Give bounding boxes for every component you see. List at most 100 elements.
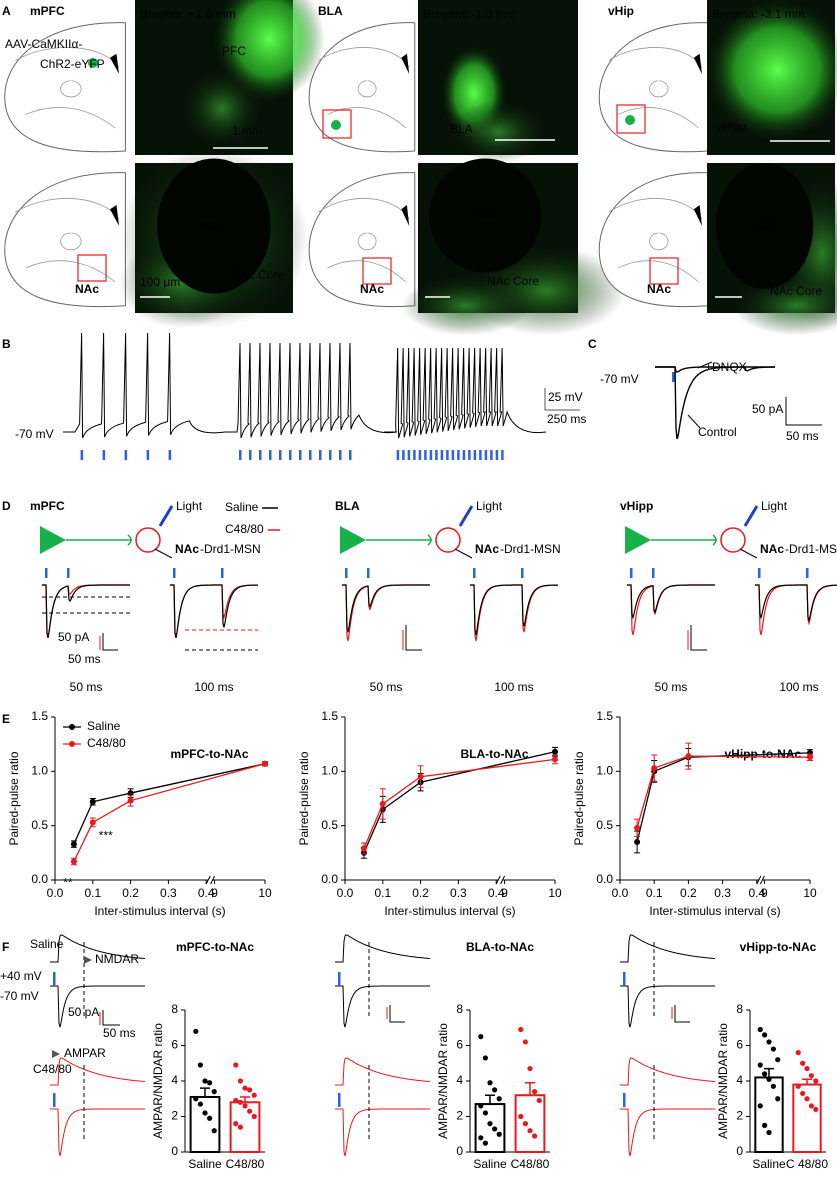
data-point	[807, 754, 813, 761]
series-line	[636, 755, 811, 829]
y-axis-title: AMPAR/NMDAR ratio	[436, 1023, 450, 1139]
data-point	[757, 1026, 763, 1033]
scale-label: 1 mm	[232, 124, 262, 138]
site-label: vHipp	[716, 120, 747, 134]
region-label: mPFC	[30, 4, 65, 18]
stimulus-mark	[173, 568, 176, 578]
y-tick-label: 8	[171, 1002, 178, 1016]
data-point	[770, 1083, 776, 1089]
data-point	[237, 1078, 243, 1084]
scale-bar	[690, 625, 707, 651]
data-point	[685, 753, 692, 760]
data-point	[766, 1129, 772, 1136]
x-tick-label: C48/80	[226, 1157, 265, 1171]
nucleus-label: NAc	[75, 282, 99, 296]
data-point	[233, 1062, 239, 1068]
stimulus-mark	[239, 450, 242, 460]
synapse	[427, 534, 432, 546]
ventricle	[693, 205, 702, 226]
data-point	[634, 838, 641, 845]
data-point	[237, 1124, 243, 1130]
atlas-outline	[4, 22, 126, 153]
region-label: vHipp	[620, 499, 653, 513]
data-point	[379, 800, 386, 807]
stimulus-mark	[473, 450, 477, 460]
y-axis-title: AMPAR/NMDAR ratio	[716, 1023, 730, 1139]
data-point	[804, 1096, 810, 1102]
x-tick-label: 9	[211, 886, 218, 900]
component-arrow	[52, 1050, 60, 1058]
x-tick-label: 9	[761, 886, 768, 900]
current-trace	[335, 985, 430, 1028]
scale-label: 25 mV	[548, 390, 583, 404]
x-tick-label: 0.2	[412, 886, 429, 900]
scale-label: 50 pA	[68, 1005, 99, 1019]
error-bar	[240, 1096, 250, 1103]
y-tick-label: 2	[171, 1109, 178, 1123]
atlas-outline	[4, 172, 126, 308]
data-point	[482, 1110, 488, 1116]
msn-cell	[720, 527, 746, 553]
cell-label: NAc	[760, 542, 784, 556]
fluorescence-signal	[732, 275, 837, 336]
data-point	[237, 1099, 243, 1105]
stimulus-mark	[309, 450, 312, 460]
data-point	[795, 1050, 801, 1056]
data-point	[478, 1034, 484, 1040]
data-point	[492, 1126, 498, 1132]
stimulus-mark	[413, 450, 416, 460]
region-label: vHip	[608, 4, 634, 18]
nucleus-label: NAc	[360, 282, 384, 296]
y-tick-label: 0	[456, 1144, 463, 1158]
series-line	[636, 752, 811, 843]
data-point	[242, 1103, 248, 1109]
y-tick-label: 4	[171, 1073, 178, 1087]
series-line	[73, 763, 266, 862]
current-trace	[335, 934, 431, 963]
region-label: BLA	[335, 499, 360, 513]
current-trace	[42, 584, 130, 639]
y-tick-label: 1.5	[596, 709, 613, 723]
x-tick-label: 0.4	[488, 886, 505, 900]
data-point	[634, 824, 641, 831]
x-tick-label: 10	[258, 886, 272, 900]
scale-bar	[102, 1010, 120, 1026]
stimulus-mark	[806, 568, 809, 578]
data-point	[651, 765, 658, 772]
data-point	[251, 1113, 257, 1120]
y-tick-label: 0.0	[321, 872, 338, 886]
x-tick-label: 0.1	[374, 886, 391, 900]
stimulus-mark	[501, 450, 504, 460]
x-tick-label: 10	[803, 886, 817, 900]
data-point	[487, 1080, 493, 1086]
virus-label: AAV-CaMKIIα-	[5, 37, 82, 51]
x-tick-label: 0.4	[198, 886, 215, 900]
panel-letter: D	[2, 499, 11, 513]
region-label: mPFC	[30, 499, 65, 513]
y-tick-label: 0.5	[31, 818, 48, 832]
current-trace	[620, 1057, 716, 1086]
stimulus-mark	[168, 450, 172, 460]
y-tick-label: 1.5	[31, 709, 48, 723]
scale-label: 50 pA	[752, 402, 783, 416]
neuron-soma	[340, 526, 366, 554]
stimulus-mark	[402, 450, 405, 460]
injection-site	[88, 58, 98, 68]
fluorescence-signal	[450, 100, 546, 163]
component-label: NMDAR	[95, 952, 139, 966]
stimulus-mark	[623, 1093, 626, 1107]
scale-label: 50 ms	[786, 429, 819, 443]
data-point	[757, 1103, 763, 1109]
fluorescence-signal	[182, 69, 262, 148]
data-point	[496, 1131, 502, 1137]
data-point	[552, 748, 558, 755]
x-tick-label: C 48/80	[786, 1157, 828, 1171]
scale-bar	[102, 633, 118, 651]
data-point	[211, 1089, 217, 1095]
scale-bar	[389, 1005, 405, 1023]
condition-label: Control	[698, 425, 737, 439]
stimulus-mark	[80, 450, 84, 460]
stimulus-mark	[339, 450, 342, 460]
axis-break	[756, 875, 765, 885]
